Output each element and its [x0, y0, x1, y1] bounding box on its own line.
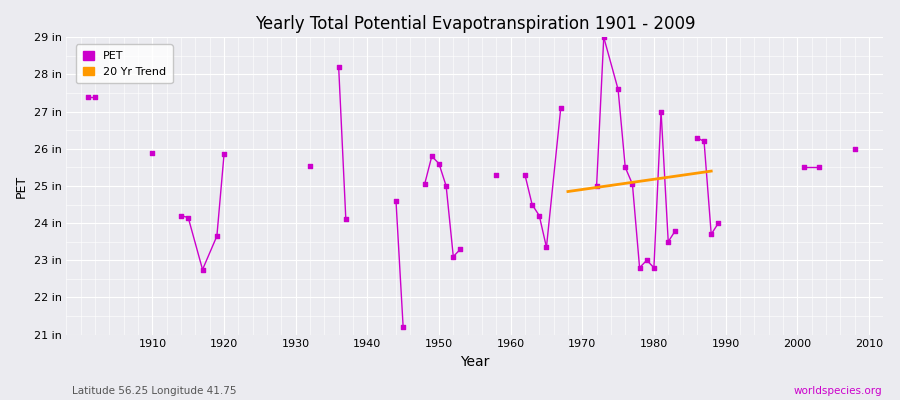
Title: Yearly Total Potential Evapotranspiration 1901 - 2009: Yearly Total Potential Evapotranspiratio… — [255, 15, 695, 33]
Point — [217, 151, 231, 158]
Point — [539, 244, 554, 250]
Point — [210, 233, 224, 239]
Point — [654, 108, 669, 115]
Point — [554, 105, 568, 111]
Point — [704, 231, 718, 238]
Point — [711, 220, 725, 226]
X-axis label: Year: Year — [460, 355, 490, 369]
Point — [396, 324, 410, 330]
Point — [454, 246, 468, 252]
Point — [331, 64, 346, 70]
Point — [432, 160, 446, 167]
Point — [195, 266, 210, 273]
Point — [633, 264, 647, 271]
Point — [626, 181, 640, 187]
Point — [618, 164, 633, 170]
Point — [181, 214, 195, 221]
Point — [532, 212, 546, 219]
Point — [797, 164, 812, 170]
Point — [597, 34, 611, 40]
Point — [640, 257, 654, 264]
Legend: PET, 20 Yr Trend: PET, 20 Yr Trend — [76, 44, 173, 84]
Point — [518, 172, 532, 178]
Point — [668, 227, 682, 234]
Point — [88, 94, 103, 100]
Point — [338, 216, 353, 222]
Y-axis label: PET: PET — [15, 174, 28, 198]
Point — [489, 172, 503, 178]
Point — [174, 212, 188, 219]
Point — [145, 149, 159, 156]
Point — [81, 94, 95, 100]
Point — [611, 86, 625, 92]
Point — [525, 201, 539, 208]
Point — [812, 164, 826, 170]
Point — [389, 198, 403, 204]
Text: Latitude 56.25 Longitude 41.75: Latitude 56.25 Longitude 41.75 — [72, 386, 237, 396]
Point — [418, 181, 432, 187]
Point — [439, 183, 454, 189]
Point — [697, 138, 711, 144]
Point — [847, 146, 861, 152]
Point — [647, 264, 662, 271]
Point — [689, 134, 704, 141]
Point — [302, 162, 317, 169]
Point — [446, 253, 461, 260]
Point — [425, 153, 439, 160]
Text: worldspecies.org: worldspecies.org — [794, 386, 882, 396]
Point — [661, 238, 675, 245]
Point — [590, 183, 604, 189]
